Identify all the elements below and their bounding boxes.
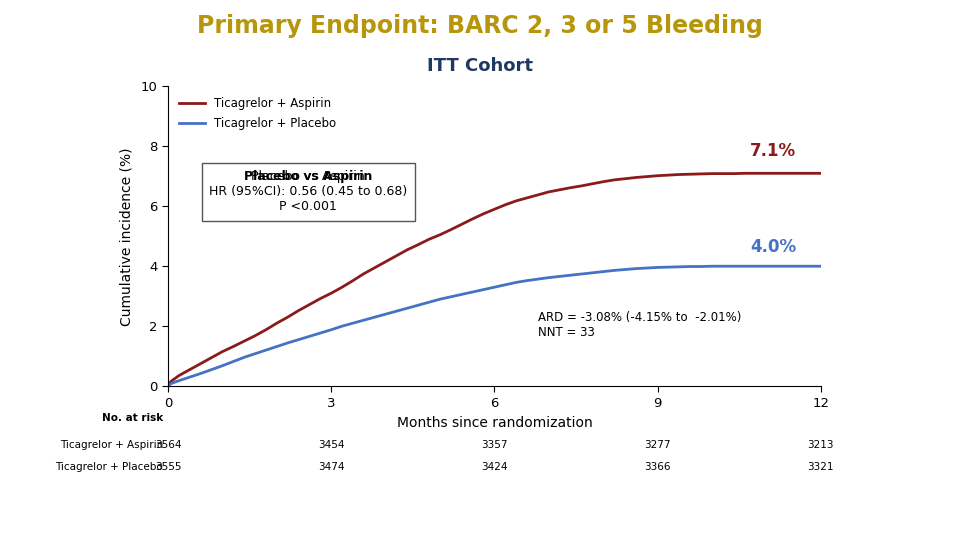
Text: 3555: 3555 — [155, 462, 181, 472]
Ticagrelor + Placebo — [205, 366, 217, 373]
Ticagrelor + Aspirin — [162, 383, 174, 389]
Text: Placebo vs Aspirin
HR (95%CI): 0.56 (0.45 to 0.68)
P <0.001: Placebo vs Aspirin HR (95%CI): 0.56 (0.4… — [209, 170, 407, 213]
Text: Primary Endpoint: BARC 2, 3 or 5 Bleeding: Primary Endpoint: BARC 2, 3 or 5 Bleedin… — [197, 14, 763, 37]
Ticagrelor + Aspirin — [282, 314, 294, 320]
Text: 3357: 3357 — [481, 440, 508, 450]
Text: 3454: 3454 — [318, 440, 345, 450]
Text: Placebo vs Aspirin: Placebo vs Aspirin — [244, 170, 372, 183]
Line: Ticagrelor + Placebo: Ticagrelor + Placebo — [168, 266, 821, 386]
Text: 3213: 3213 — [807, 440, 834, 450]
Ticagrelor + Placebo — [739, 263, 751, 269]
Ticagrelor + Placebo — [162, 383, 174, 389]
Text: ITT Cohort: ITT Cohort — [427, 57, 533, 75]
Ticagrelor + Aspirin — [728, 171, 739, 177]
Ticagrelor + Aspirin — [739, 170, 751, 177]
Ticagrelor + Aspirin — [325, 290, 337, 296]
Text: Ticagrelor + Aspirin: Ticagrelor + Aspirin — [60, 440, 163, 450]
Ticagrelor + Placebo — [815, 263, 827, 269]
Ticagrelor + Placebo — [478, 286, 490, 293]
Y-axis label: Cumulative incidence (%): Cumulative incidence (%) — [120, 147, 133, 326]
Text: ARD = -3.08% (-4.15% to  -2.01%)
NNT = 33: ARD = -3.08% (-4.15% to -2.01%) NNT = 33 — [538, 311, 741, 339]
Ticagrelor + Aspirin — [554, 186, 565, 193]
Legend: Ticagrelor + Aspirin, Ticagrelor + Placebo: Ticagrelor + Aspirin, Ticagrelor + Place… — [174, 92, 341, 135]
Ticagrelor + Aspirin — [205, 354, 217, 361]
Text: 4.0%: 4.0% — [750, 238, 796, 256]
Text: 3277: 3277 — [644, 440, 671, 450]
Ticagrelor + Placebo — [325, 327, 337, 333]
Text: 7.1%: 7.1% — [750, 142, 796, 160]
Line: Ticagrelor + Aspirin: Ticagrelor + Aspirin — [168, 173, 821, 386]
Text: 3474: 3474 — [318, 462, 345, 472]
Text: 3321: 3321 — [807, 462, 834, 472]
Text: 3564: 3564 — [155, 440, 181, 450]
Ticagrelor + Placebo — [282, 340, 294, 346]
X-axis label: Months since randomization: Months since randomization — [396, 416, 592, 430]
Ticagrelor + Placebo — [707, 263, 718, 269]
Ticagrelor + Placebo — [554, 273, 565, 280]
Ticagrelor + Aspirin — [478, 211, 490, 217]
Ticagrelor + Aspirin — [815, 170, 827, 177]
Text: 3366: 3366 — [644, 462, 671, 472]
Text: 3424: 3424 — [481, 462, 508, 472]
Text: No. at risk: No. at risk — [102, 413, 163, 423]
Text: Ticagrelor + Placebo: Ticagrelor + Placebo — [56, 462, 163, 472]
